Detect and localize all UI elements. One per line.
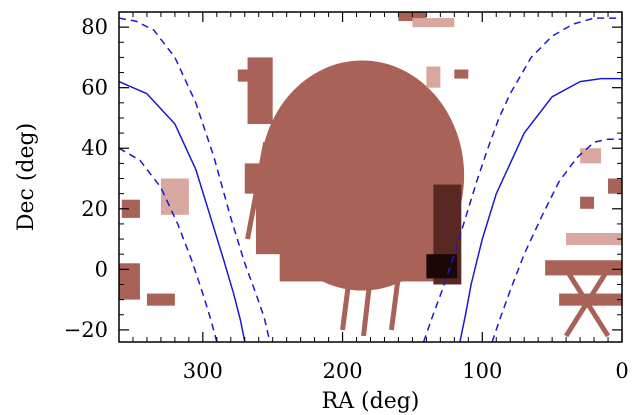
y-tick-label: 80: [81, 15, 108, 39]
galactic-dashed-line-2: [422, 17, 622, 342]
coverage-region-4: [237, 69, 256, 82]
coverage-layer: [119, 12, 622, 338]
x-tick-label: 300: [183, 359, 223, 383]
coverage-region-7: [454, 69, 469, 79]
x-tick-label: 0: [615, 359, 628, 383]
coverage-region-0: [279, 223, 448, 282]
coverage-region-6: [412, 18, 455, 28]
coverage-region-8: [426, 66, 441, 88]
coverage-region-19: [580, 148, 602, 164]
galactic-dashed-line-1: [119, 147, 218, 342]
axis-ticks: 300 200 100 0 −20 0 20 40 60 80: [64, 12, 629, 383]
coverage-region-10: [426, 254, 458, 279]
coverage-region-17: [566, 233, 622, 246]
galactic-plane-line-0: [119, 80, 246, 342]
coverage-stripe-1: [361, 275, 373, 337]
coverage-region-3: [247, 57, 273, 125]
coverage-region-13: [146, 293, 175, 306]
coverage-region-11: [119, 263, 140, 300]
y-tick-label: 0: [95, 257, 108, 281]
y-tick-label: −20: [64, 318, 108, 342]
y-tick-label: 60: [81, 76, 108, 100]
galactic-plane-lines: [119, 17, 622, 342]
galactic-dashed-line-3: [491, 138, 622, 342]
coverage-region-12: [121, 199, 140, 218]
coverage-region-14: [160, 178, 189, 215]
galactic-dashed-line-0: [119, 17, 271, 342]
coverage-stripe-3: [388, 275, 401, 331]
coverage-region-20: [580, 196, 595, 209]
coverage-region-18: [608, 178, 622, 194]
galactic-plane-line-1: [459, 77, 622, 342]
y-axis-label: Dec (deg): [14, 123, 39, 231]
y-tick-label: 40: [81, 136, 108, 160]
coverage-stripe-0: [245, 141, 269, 240]
coverage-stripe-5: [563, 268, 611, 338]
coverage-region-15: [545, 260, 622, 276]
x-tick-label: 100: [462, 359, 502, 383]
x-axis-label: RA (deg): [322, 389, 420, 414]
y-tick-label: 20: [81, 197, 108, 221]
coverage-stripe-2: [340, 275, 353, 331]
x-tick-label: 200: [323, 359, 363, 383]
